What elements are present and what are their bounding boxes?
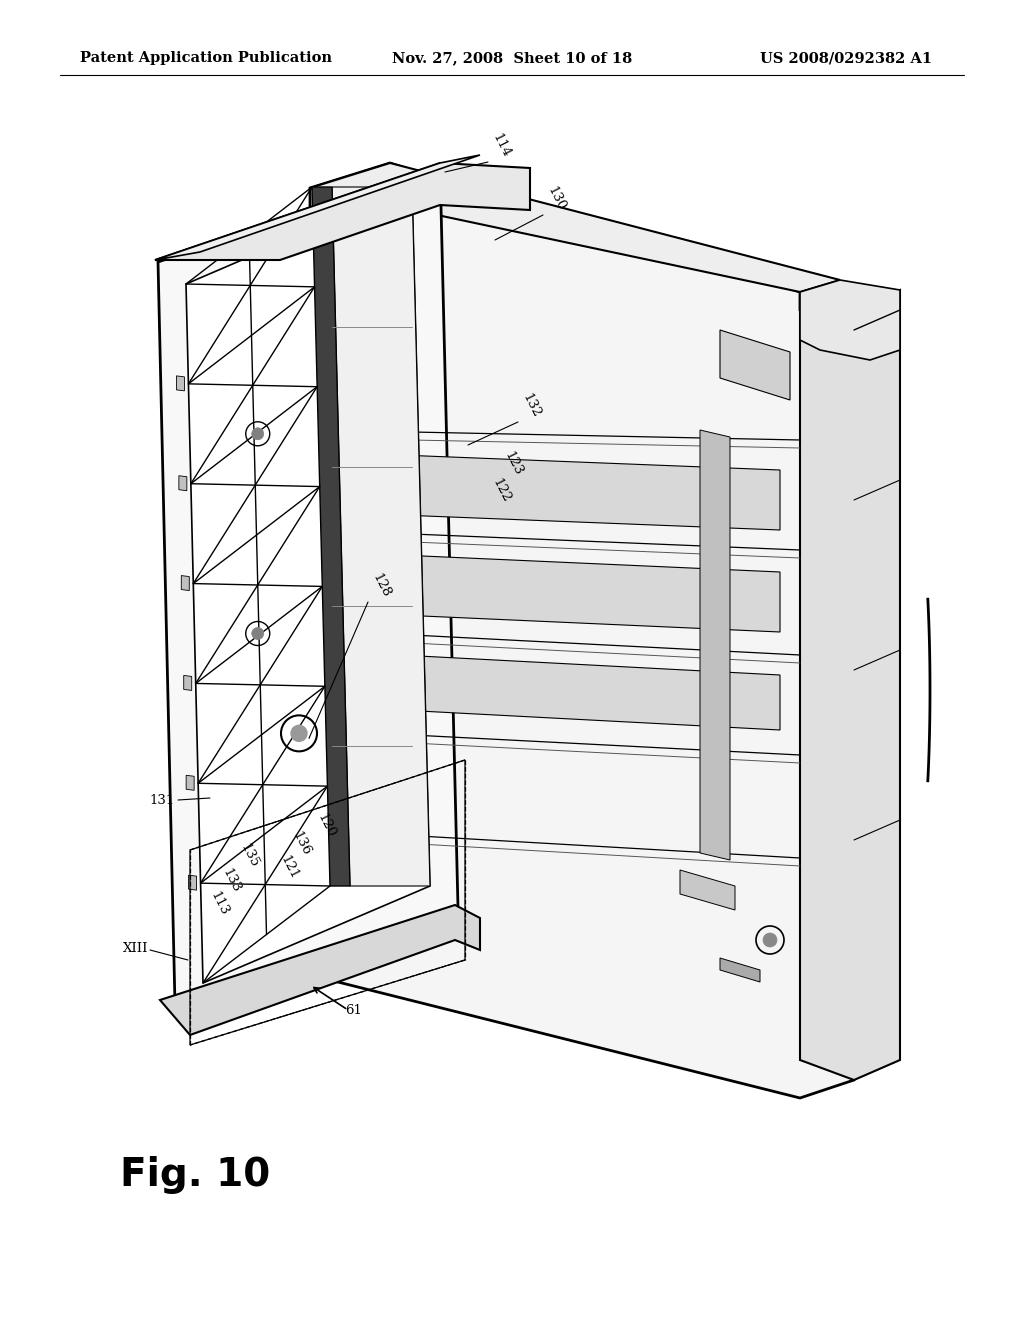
Polygon shape: [186, 775, 195, 791]
Text: 131: 131: [150, 793, 175, 807]
Polygon shape: [700, 430, 730, 861]
Circle shape: [252, 428, 264, 440]
Polygon shape: [720, 330, 790, 400]
Polygon shape: [720, 958, 760, 982]
Polygon shape: [181, 576, 189, 590]
Circle shape: [252, 627, 264, 639]
Text: Nov. 27, 2008  Sheet 10 of 18: Nov. 27, 2008 Sheet 10 of 18: [392, 51, 632, 65]
Text: 123: 123: [502, 450, 525, 478]
Polygon shape: [155, 162, 530, 260]
Circle shape: [763, 933, 777, 946]
Polygon shape: [160, 906, 480, 1035]
Text: 130: 130: [545, 185, 568, 213]
Polygon shape: [310, 162, 840, 292]
Text: 132: 132: [520, 392, 543, 420]
Polygon shape: [400, 455, 780, 531]
Text: 135: 135: [238, 842, 261, 870]
Text: Fig. 10: Fig. 10: [120, 1156, 270, 1195]
Text: 122: 122: [490, 477, 513, 506]
Text: 61: 61: [345, 1003, 361, 1016]
Polygon shape: [158, 165, 458, 1005]
Text: 121: 121: [278, 854, 301, 882]
Polygon shape: [800, 280, 900, 360]
Polygon shape: [332, 187, 430, 886]
Polygon shape: [680, 870, 735, 909]
Polygon shape: [800, 290, 900, 1080]
Polygon shape: [179, 475, 186, 491]
Polygon shape: [400, 554, 780, 632]
Polygon shape: [183, 676, 191, 690]
Polygon shape: [310, 162, 854, 1098]
Circle shape: [291, 726, 307, 742]
Text: 133: 133: [220, 866, 243, 895]
Polygon shape: [186, 187, 430, 983]
Polygon shape: [155, 154, 480, 260]
Polygon shape: [188, 875, 197, 890]
Text: Patent Application Publication: Patent Application Publication: [80, 51, 332, 65]
Text: 120: 120: [315, 812, 338, 840]
Text: US 2008/0292382 A1: US 2008/0292382 A1: [760, 51, 932, 65]
Polygon shape: [400, 655, 780, 730]
Text: 128: 128: [370, 572, 393, 601]
Text: 113: 113: [208, 890, 231, 917]
Text: 136: 136: [290, 829, 313, 858]
Text: 114: 114: [490, 132, 513, 160]
Text: XIII: XIII: [123, 941, 148, 954]
Polygon shape: [176, 376, 184, 391]
Polygon shape: [312, 187, 350, 886]
